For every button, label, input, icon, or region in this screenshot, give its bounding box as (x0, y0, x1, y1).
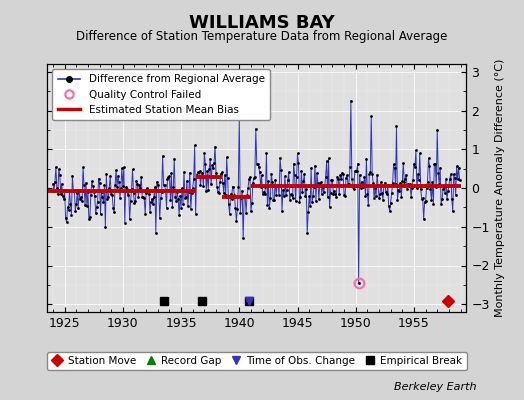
Legend: Station Move, Record Gap, Time of Obs. Change, Empirical Break: Station Move, Record Gap, Time of Obs. C… (47, 352, 467, 370)
Y-axis label: Monthly Temperature Anomaly Difference (°C): Monthly Temperature Anomaly Difference (… (495, 59, 505, 317)
Text: Berkeley Earth: Berkeley Earth (395, 382, 477, 392)
Text: Difference of Station Temperature Data from Regional Average: Difference of Station Temperature Data f… (77, 30, 447, 43)
Text: WILLIAMS BAY: WILLIAMS BAY (189, 14, 335, 32)
